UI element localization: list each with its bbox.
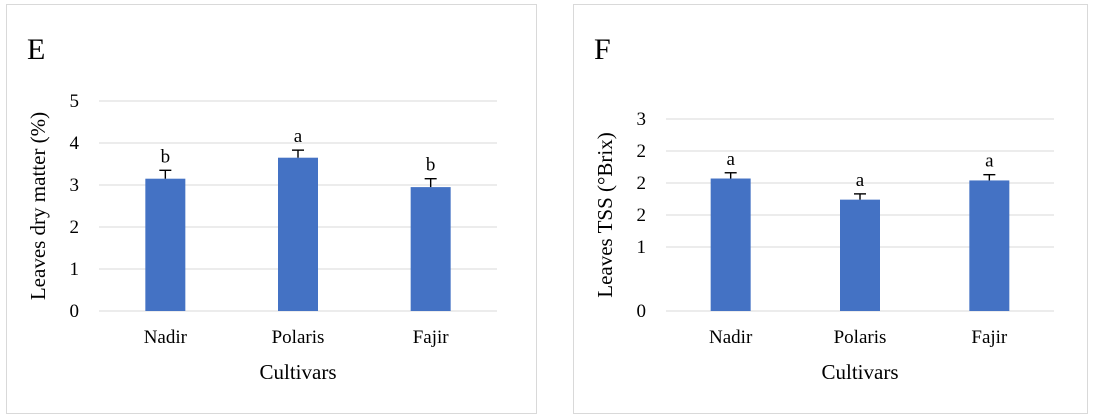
panel-label-f: F [594, 33, 611, 66]
chart-panel-f: F 0 1 2 2 2 3 a Nadir a Polaris a Fajir Cultivars Lea… [573, 4, 1088, 414]
y-tick-label: 2 [637, 141, 647, 162]
x-tick-label: Nadir [144, 327, 188, 348]
y-tick-label: 5 [70, 91, 80, 112]
significance-letter: a [856, 170, 865, 191]
significance-letter: a [985, 151, 994, 172]
bar-polaris [278, 157, 318, 311]
y-axis-title: Leaves TSS (°Brix) [593, 132, 617, 298]
x-axis-title: Cultivars [260, 360, 337, 384]
x-tick-label: Polaris [834, 327, 887, 348]
bar-nadir [145, 178, 186, 311]
chart-f-svg: 0 1 2 2 2 3 a Nadir a Polaris a Fajir Cultivars Leave… [593, 109, 1054, 384]
y-axis-title: Leaves dry matter (%) [26, 112, 50, 300]
bar-polaris [840, 199, 880, 311]
y-tick-label: 0 [637, 301, 647, 322]
significance-letter: a [294, 126, 303, 147]
y-tick-label: 3 [637, 109, 647, 130]
y-tick-label: 2 [637, 173, 647, 194]
y-tick-label: 3 [70, 175, 80, 196]
panel-label-e: E [27, 33, 46, 66]
significance-letter: b [161, 146, 171, 167]
x-tick-label: Fajir [971, 327, 1008, 348]
chart-panel-e: E 0 1 2 3 4 5 b Nadir a Polaris b Fajir Cultivars Lea… [6, 4, 537, 414]
significance-letter: b [426, 155, 436, 176]
chart-e-svg: 0 1 2 3 4 5 b Nadir a Polaris b Fajir Cultivars Leave… [26, 91, 497, 384]
bar-nadir [710, 178, 751, 311]
x-tick-label: Fajir [413, 327, 450, 348]
y-tick-label: 0 [70, 301, 80, 322]
bar-fajir [969, 180, 1010, 311]
bar-fajir [410, 187, 451, 311]
y-tick-label: 2 [70, 217, 80, 238]
significance-letter: a [726, 149, 735, 170]
y-tick-label: 1 [637, 237, 647, 258]
y-tick-label: 4 [70, 133, 80, 154]
x-axis-title: Cultivars [822, 360, 899, 384]
x-tick-label: Polaris [272, 327, 325, 348]
y-tick-label: 1 [70, 259, 80, 280]
y-tick-label: 2 [637, 205, 647, 226]
x-tick-label: Nadir [709, 327, 753, 348]
